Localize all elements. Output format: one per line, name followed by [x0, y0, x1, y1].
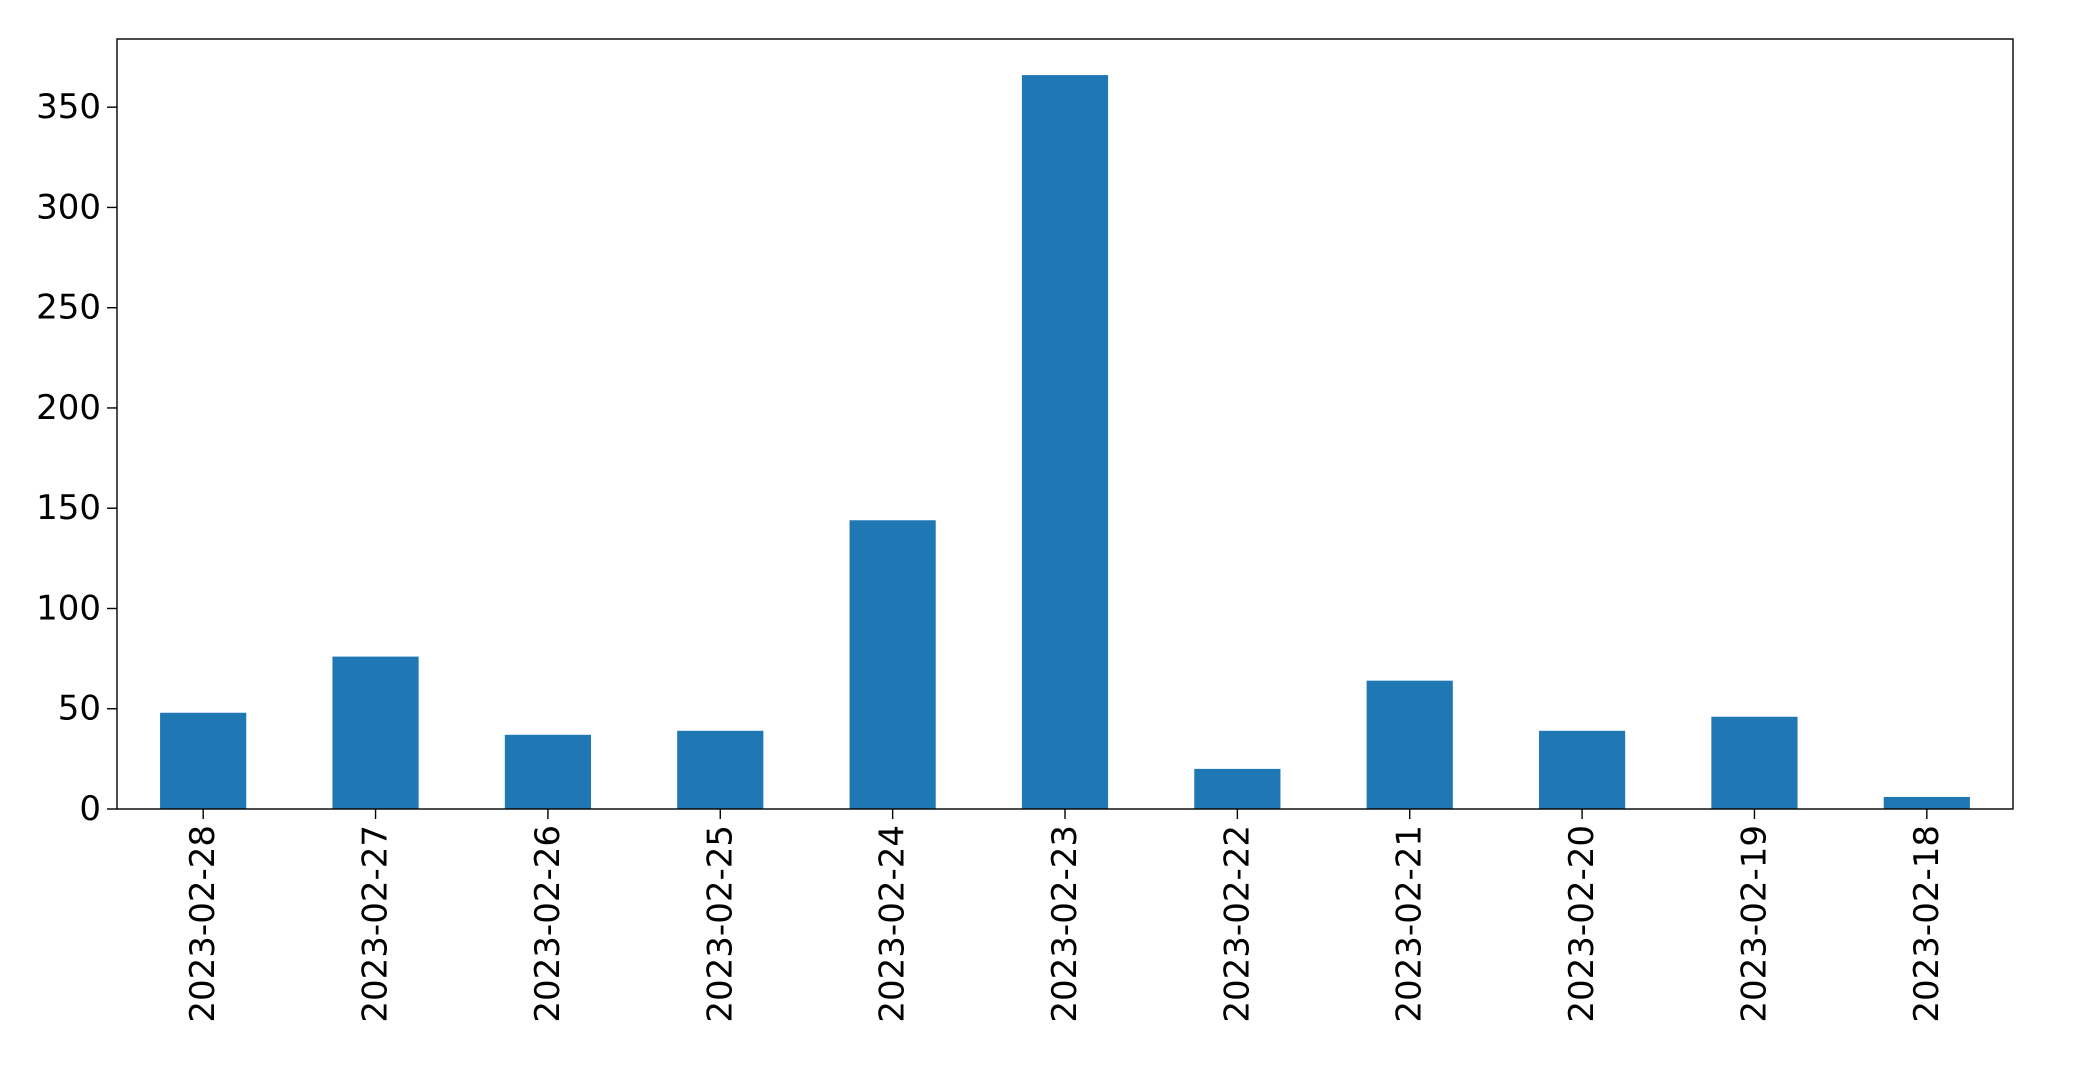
bar [677, 730, 764, 809]
y-axis: 0 50 100 150 200 250 300 350 [36, 87, 117, 829]
x-tick-label: 2023-02-23 [1045, 825, 1085, 1023]
y-tick-label: 350 [36, 87, 101, 127]
x-tick-label: 2023-02-20 [1562, 825, 1602, 1023]
x-tick-label: 2023-02-28 [183, 825, 223, 1023]
x-axis: 2023-02-28 2023-02-27 2023-02-26 2023-02-25… [183, 809, 1947, 1023]
bar [1883, 796, 1970, 809]
x-tick-label: 2023-02-26 [528, 825, 568, 1023]
bar [160, 712, 247, 809]
bar [1366, 680, 1453, 809]
bar [1021, 75, 1109, 809]
bar [332, 656, 419, 809]
bar [1194, 768, 1281, 809]
x-tick-label: 2023-02-22 [1217, 825, 1257, 1023]
y-tick-label: 300 [36, 187, 101, 227]
x-tick-label: 2023-02-24 [873, 825, 913, 1023]
bar [849, 520, 936, 809]
bar [1711, 716, 1798, 809]
x-tick-label: 2023-02-18 [1907, 825, 1947, 1023]
y-tick-label: 150 [36, 488, 101, 528]
bar [1539, 730, 1626, 809]
x-tick-label: 2023-02-19 [1734, 825, 1774, 1023]
x-tick-label: 2023-02-27 [356, 825, 396, 1023]
bar [504, 734, 591, 809]
bars [160, 75, 1970, 809]
y-tick-label: 250 [36, 288, 101, 328]
y-tick-label: 0 [79, 789, 101, 829]
x-tick-label: 2023-02-21 [1390, 825, 1430, 1023]
y-tick-label: 200 [36, 388, 101, 428]
y-tick-label: 50 [58, 689, 101, 729]
y-tick-label: 100 [36, 588, 101, 628]
x-tick-label: 2023-02-25 [700, 825, 740, 1023]
